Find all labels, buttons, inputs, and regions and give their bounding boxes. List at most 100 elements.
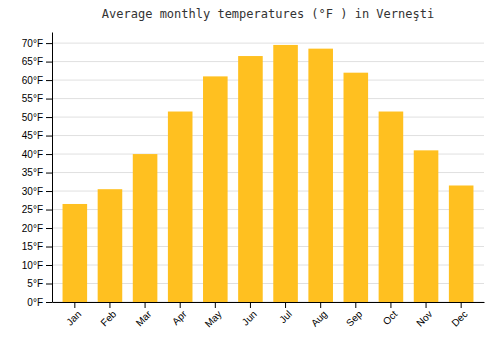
- x-tick-mark: [250, 302, 251, 308]
- x-tick-mark: [461, 302, 462, 308]
- x-tick-mark: [180, 302, 181, 308]
- bar: [133, 154, 158, 302]
- y-tick: 25°F: [22, 204, 52, 215]
- y-tick: 0°F: [27, 297, 52, 308]
- x-tick: Aug: [309, 302, 329, 329]
- y-tick-mark: [46, 228, 52, 229]
- grid-line: [52, 43, 484, 44]
- y-tick-mark: [46, 43, 52, 44]
- x-tick-label: Jul: [277, 308, 294, 325]
- x-tick: Jun: [240, 302, 259, 328]
- y-tick: 5°F: [27, 278, 52, 289]
- y-tick-mark: [46, 284, 52, 285]
- y-tick-label: 45°F: [22, 130, 43, 141]
- y-tick-mark: [46, 210, 52, 211]
- y-tick-label: 15°F: [22, 241, 43, 252]
- x-tick: Apr: [170, 302, 189, 327]
- x-tick-mark: [355, 302, 356, 308]
- y-tick-mark: [46, 136, 52, 137]
- y-tick: 60°F: [22, 75, 52, 86]
- x-tick-label: Aug: [309, 308, 329, 328]
- y-tick: 65°F: [22, 56, 52, 67]
- y-tick-label: 10°F: [22, 260, 43, 271]
- grid-line: [52, 61, 484, 62]
- bar: [203, 76, 228, 302]
- y-tick-mark: [46, 265, 52, 266]
- x-tick: Jan: [64, 302, 83, 328]
- grid-line: [52, 80, 484, 81]
- x-tick-label: Apr: [170, 308, 189, 327]
- bar: [168, 112, 193, 302]
- x-tick-label: Jan: [64, 308, 83, 327]
- y-tick-label: 30°F: [22, 186, 43, 197]
- y-tick-label: 65°F: [22, 56, 43, 67]
- grid-line: [52, 135, 484, 136]
- x-tick-label: Sep: [344, 308, 365, 329]
- x-tick-mark: [145, 302, 146, 308]
- bar: [379, 112, 404, 302]
- x-tick-mark: [320, 302, 321, 308]
- bar: [98, 189, 123, 302]
- x-tick-mark: [74, 302, 75, 308]
- y-tick-label: 5°F: [27, 278, 43, 289]
- chart: Average monthly temperatures (°F ) in Ve…: [0, 0, 500, 350]
- y-tick: 55°F: [22, 93, 52, 104]
- x-tick-label: Oct: [381, 308, 400, 327]
- x-tick: Jul: [277, 302, 294, 325]
- y-tick-mark: [46, 173, 52, 174]
- bar: [344, 73, 369, 302]
- x-axis: Jan Feb Mar Apr May Jun Jul Aug Sep Oct Nov Dec: [53, 302, 485, 330]
- y-tick: 70°F: [22, 38, 52, 49]
- x-tick: Dec: [449, 302, 469, 329]
- x-tick: Sep: [344, 302, 365, 329]
- y-tick: 50°F: [22, 112, 52, 123]
- y-tick-mark: [46, 62, 52, 63]
- y-tick-mark: [46, 191, 52, 192]
- y-tick-label: 25°F: [22, 204, 43, 215]
- y-tick-label: 50°F: [22, 112, 43, 123]
- x-tick-mark: [285, 302, 286, 308]
- y-tick-label: 0°F: [27, 297, 43, 308]
- y-tick-mark: [46, 154, 52, 155]
- x-tick-label: Jun: [240, 308, 259, 327]
- bar: [449, 185, 474, 302]
- y-axis-line: [52, 33, 53, 303]
- y-tick-label: 70°F: [22, 38, 43, 49]
- y-tick: 15°F: [22, 241, 52, 252]
- x-tick-mark: [390, 302, 391, 308]
- bar: [414, 150, 439, 302]
- bar: [238, 56, 263, 302]
- y-tick: 20°F: [22, 223, 52, 234]
- bar: [308, 49, 333, 302]
- grid-line: [52, 117, 484, 118]
- marks: [63, 45, 474, 302]
- x-tick-label: Dec: [449, 308, 469, 328]
- y-tick-label: 55°F: [22, 93, 43, 104]
- bar: [63, 204, 88, 302]
- y-tick-mark: [46, 247, 52, 248]
- y-tick-mark: [46, 117, 52, 118]
- y-tick: 35°F: [22, 167, 52, 178]
- plot: 0°F 5°F 10°F 15°F 20°F 25°F 30°F 35°F 40°F 45°F 50…: [22, 33, 485, 330]
- y-axis: 0°F 5°F 10°F 15°F 20°F 25°F 30°F 35°F 40°F 45°F 50…: [22, 33, 53, 308]
- x-tick-label: Feb: [98, 308, 118, 328]
- y-tick: 45°F: [22, 130, 52, 141]
- x-tick-mark: [109, 302, 110, 308]
- y-tick: 10°F: [22, 260, 52, 271]
- x-tick: Feb: [98, 302, 118, 328]
- y-tick-label: 60°F: [22, 75, 43, 86]
- bar: [273, 45, 298, 302]
- x-tick-label: Mar: [134, 308, 154, 328]
- grid: [52, 43, 484, 302]
- grid-line: [52, 98, 484, 99]
- y-tick-label: 40°F: [22, 149, 43, 160]
- x-axis-line: [53, 302, 485, 303]
- y-tick-mark: [46, 80, 52, 81]
- y-tick-label: 20°F: [22, 223, 43, 234]
- y-tick-mark: [46, 99, 52, 100]
- y-tick: 30°F: [22, 186, 52, 197]
- x-tick-mark: [215, 302, 216, 308]
- x-tick: Nov: [414, 302, 434, 329]
- x-tick: May: [203, 302, 224, 330]
- x-tick: Mar: [134, 302, 154, 328]
